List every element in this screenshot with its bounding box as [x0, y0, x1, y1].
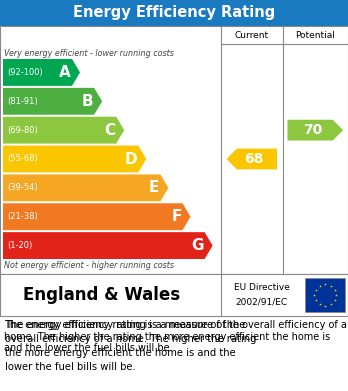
Text: EU Directive: EU Directive	[234, 283, 290, 292]
Text: (1-20): (1-20)	[7, 241, 32, 250]
Text: 68: 68	[245, 152, 264, 166]
Text: C: C	[104, 123, 115, 138]
Text: Not energy efficient - higher running costs: Not energy efficient - higher running co…	[4, 262, 174, 271]
Bar	[0, 26, 348, 274]
Text: A: A	[59, 65, 71, 80]
Polygon shape	[3, 59, 80, 86]
Text: (39-54): (39-54)	[7, 183, 38, 192]
Text: England & Wales: England & Wales	[23, 286, 180, 304]
Polygon shape	[3, 88, 102, 115]
Bar	[305, 278, 345, 312]
Polygon shape	[3, 203, 190, 230]
Text: (69-80): (69-80)	[7, 126, 38, 135]
Text: the more energy efficient the home is and the: the more energy efficient the home is an…	[5, 348, 236, 358]
Text: overall efficiency of a home. The higher the rating: overall efficiency of a home. The higher…	[5, 334, 256, 344]
Text: (81-91): (81-91)	[7, 97, 38, 106]
Text: 70: 70	[303, 123, 322, 137]
Text: E: E	[149, 180, 159, 196]
Bar	[0, 0, 348, 26]
Polygon shape	[227, 149, 277, 169]
Bar	[0, 274, 348, 316]
Text: The energy efficiency rating is a measure of the overall efficiency of a home. T: The energy efficiency rating is a measur…	[4, 320, 347, 353]
Text: Energy Efficiency Rating: Energy Efficiency Rating	[73, 5, 275, 20]
Text: G: G	[191, 238, 204, 253]
Text: (92-100): (92-100)	[7, 68, 43, 77]
Text: (21-38): (21-38)	[7, 212, 38, 221]
Text: D: D	[125, 151, 137, 167]
Text: Current: Current	[235, 30, 269, 39]
Text: 2002/91/EC: 2002/91/EC	[236, 298, 288, 307]
Text: (55-68): (55-68)	[7, 154, 38, 163]
Polygon shape	[287, 120, 343, 140]
Text: lower the fuel bills will be.: lower the fuel bills will be.	[5, 362, 136, 372]
Polygon shape	[3, 174, 168, 201]
Text: The energy efficiency rating is a measure of the: The energy efficiency rating is a measur…	[5, 320, 245, 330]
Text: F: F	[171, 209, 182, 224]
Text: Very energy efficient - lower running costs: Very energy efficient - lower running co…	[4, 48, 174, 57]
Text: Potential: Potential	[295, 30, 335, 39]
Text: B: B	[81, 94, 93, 109]
Polygon shape	[3, 117, 124, 143]
Polygon shape	[3, 145, 146, 172]
Polygon shape	[3, 232, 213, 259]
